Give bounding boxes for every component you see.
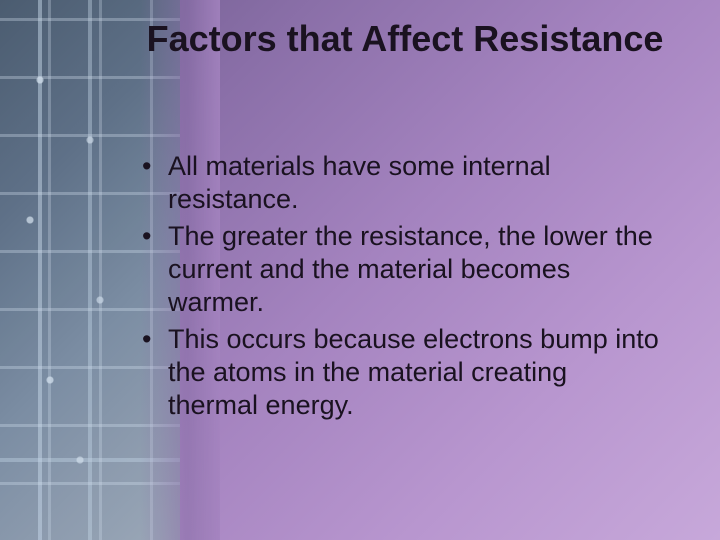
bullet-text: All materials have some internal resista… bbox=[168, 151, 551, 214]
slide-title: Factors that Affect Resistance bbox=[130, 18, 680, 59]
presentation-slide: Factors that Affect Resistance All mater… bbox=[0, 0, 720, 540]
bullet-item: All materials have some internal resista… bbox=[130, 150, 660, 216]
bullet-text: This occurs because electrons bump into … bbox=[168, 324, 659, 420]
bullet-item: The greater the resistance, the lower th… bbox=[130, 220, 660, 319]
bullet-text: The greater the resistance, the lower th… bbox=[168, 221, 653, 317]
bullet-item: This occurs because electrons bump into … bbox=[130, 323, 660, 422]
bullet-list: All materials have some internal resista… bbox=[130, 150, 660, 426]
